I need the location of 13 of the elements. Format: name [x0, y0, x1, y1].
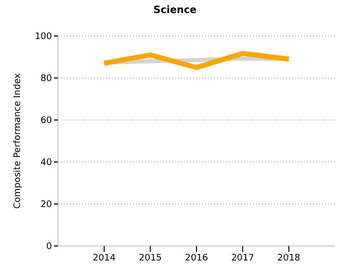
y-tick-label: 20: [40, 200, 52, 210]
y-tick-label: 80: [40, 74, 52, 84]
x-tick-label: 2014: [92, 253, 116, 264]
y-tick-label: 0: [46, 242, 52, 252]
x-tick-label: 2018: [277, 253, 301, 264]
y-axis-title: Composite Performance Index: [13, 73, 23, 209]
x-tick-label: 2017: [231, 253, 254, 264]
x-tick-label: 2016: [185, 253, 208, 264]
chart-title: Science: [152, 5, 198, 16]
x-tick-label: 2015: [138, 253, 162, 264]
y-tick-label: 60: [40, 116, 52, 126]
y-tick-label: 100: [34, 32, 52, 42]
y-tick-label: 40: [40, 158, 52, 168]
